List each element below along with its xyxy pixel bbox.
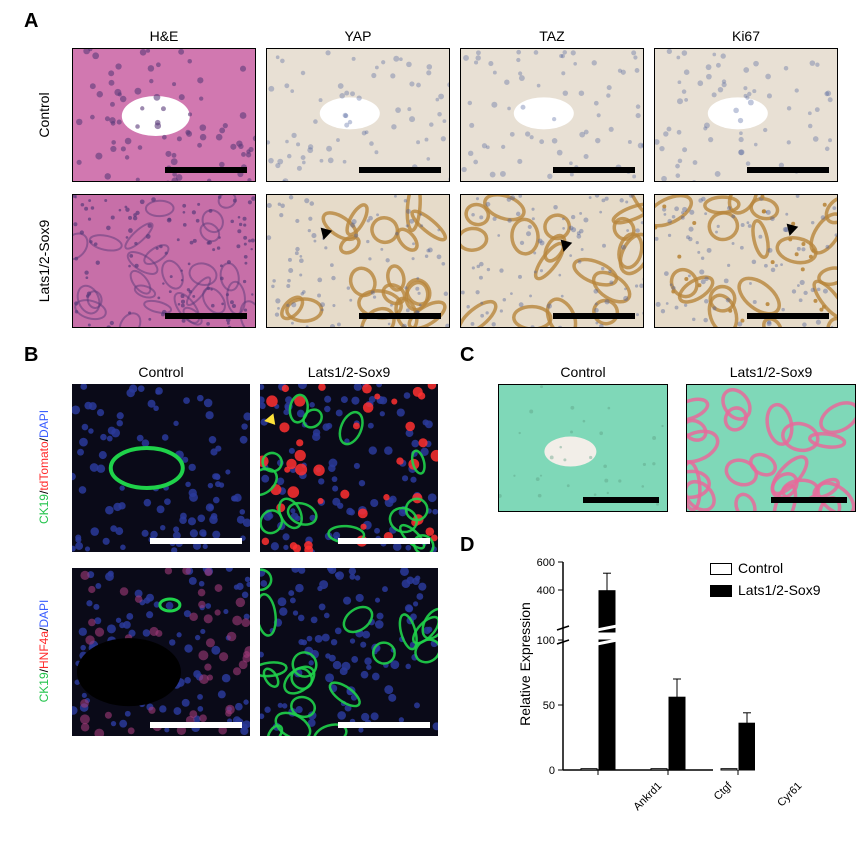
- svg-text:100: 100: [537, 635, 555, 647]
- panel-b-row-label: CK19/HNF4a/DAPI: [37, 567, 51, 735]
- micrograph: [460, 48, 644, 182]
- legend-label: Control: [738, 560, 783, 576]
- svg-text:50: 50: [543, 700, 555, 712]
- panel-a-row-label: Lats1/2-Sox9: [36, 194, 52, 328]
- scale-bar: [771, 497, 847, 503]
- micrograph: [266, 48, 450, 182]
- micrograph: [72, 48, 256, 182]
- scale-bar: [359, 313, 441, 319]
- legend-item: Lats1/2-Sox9: [710, 582, 821, 598]
- scale-bar: [553, 167, 635, 173]
- panel-a-letter: A: [24, 10, 38, 33]
- micrograph: [72, 384, 250, 552]
- panel-c-letter: C: [460, 344, 474, 367]
- scale-bar: [165, 313, 247, 319]
- scale-bar: [583, 497, 659, 503]
- micrograph: [72, 568, 250, 736]
- scale-bar: [747, 167, 829, 173]
- y-axis-title: Relative Expression: [517, 594, 533, 734]
- panel-c-col-header: Lats1/2-Sox9: [686, 364, 856, 380]
- scale-bar: [338, 722, 430, 728]
- panel-a-col-header: Ki67: [654, 28, 838, 44]
- micrograph: [654, 194, 838, 328]
- panel-b-letter: B: [24, 344, 38, 367]
- panel-a-col-header: H&E: [72, 28, 256, 44]
- scale-bar: [553, 313, 635, 319]
- micrograph: [72, 194, 256, 328]
- svg-text:0: 0: [549, 765, 555, 777]
- x-tick-label: Cyr61: [754, 780, 805, 831]
- micrograph: [654, 48, 838, 182]
- scale-bar: [165, 167, 247, 173]
- panel-b-col-header: Control: [72, 364, 250, 380]
- legend-swatch: [710, 563, 732, 575]
- micrograph: [686, 384, 856, 512]
- panel-d-letter: D: [460, 534, 474, 557]
- panel-a-row-label: Control: [36, 48, 52, 182]
- micrograph: [498, 384, 668, 512]
- scale-bar: [150, 538, 242, 544]
- scale-bar: [338, 538, 430, 544]
- micrograph: [266, 194, 450, 328]
- micrograph: [460, 194, 644, 328]
- micrograph: [260, 568, 438, 736]
- scale-bar: [359, 167, 441, 173]
- panel-c-col-header: Control: [498, 364, 668, 380]
- svg-text:600: 600: [537, 557, 555, 569]
- legend-label: Lats1/2-Sox9: [738, 582, 821, 598]
- panel-a-col-header: TAZ: [460, 28, 644, 44]
- legend-item: Control: [710, 560, 783, 576]
- panel-b-col-header: Lats1/2-Sox9: [260, 364, 438, 380]
- scale-bar: [150, 722, 242, 728]
- legend-swatch: [710, 585, 732, 597]
- micrograph: [260, 384, 438, 552]
- scale-bar: [747, 313, 829, 319]
- svg-text:400: 400: [537, 585, 555, 597]
- panel-b-row-label: CK19/tdTomato/DAPI: [37, 383, 51, 551]
- panel-a-col-header: YAP: [266, 28, 450, 44]
